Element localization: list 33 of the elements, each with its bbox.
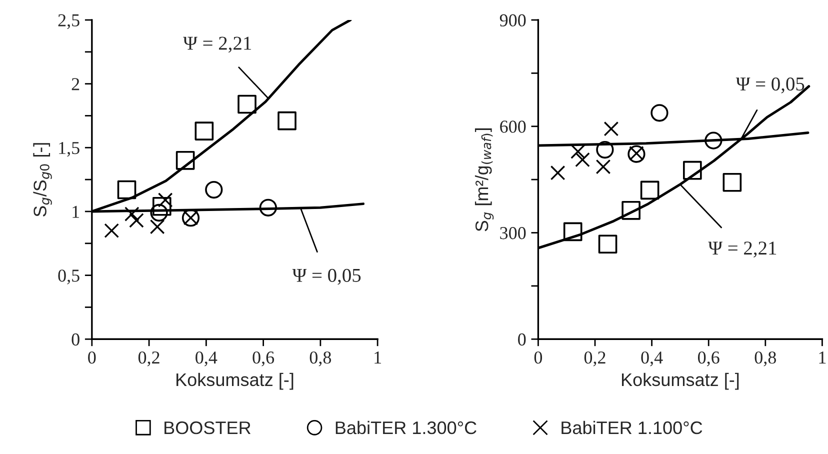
x-axis-title: Koksumsatz [-] xyxy=(622,372,739,390)
x-tick-label: 0,4 xyxy=(196,351,218,366)
y-tick-label: 0 xyxy=(72,333,80,346)
x-tick-label: 0 xyxy=(88,351,96,364)
x-tick-label: 0,8 xyxy=(310,351,332,366)
x-tick-label: 0,6 xyxy=(252,351,274,366)
x-tick-label: 0,6 xyxy=(698,351,720,366)
x-tick-label: 1 xyxy=(374,352,381,364)
x-tick-label: 0,2 xyxy=(584,351,606,366)
y-tick-label: 0 xyxy=(518,333,526,346)
y-tick-label: 2,5 xyxy=(58,14,80,30)
y-axis-title: S$_{g}$/S$_{g0}$ [-] xyxy=(33,143,52,217)
legend-label: BOOSTER xyxy=(164,421,251,434)
y-axis-title: S$_{g}$ [m²/g$_{(waf)}$] xyxy=(474,128,494,232)
annotation: Ψ = 0,05 xyxy=(736,77,804,94)
x-tick-label: 0,4 xyxy=(641,351,663,366)
annotation: Ψ = 0,05 xyxy=(292,268,361,285)
x-tick-label: 0,8 xyxy=(754,351,776,366)
y-tick-label: 2 xyxy=(72,78,80,90)
x-axis-title: Koksumsatz [-] xyxy=(176,372,294,390)
y-tick-label: 300 xyxy=(500,227,526,240)
y-tick-label: 0,5 xyxy=(58,270,80,284)
y-tick-label: 900 xyxy=(500,14,526,26)
y-tick-label: 1 xyxy=(72,206,80,218)
x-tick-label: 0 xyxy=(534,351,542,364)
annotation: Ψ = 2,21 xyxy=(708,242,776,258)
x-tick-label: 0,2 xyxy=(138,351,160,366)
x-tick-label: 1 xyxy=(819,352,826,364)
legend-label: BabiTER 1.100°C xyxy=(562,420,702,434)
y-tick-label: 600 xyxy=(500,120,526,133)
legend-label: BabiTER 1.300°C xyxy=(336,420,476,434)
y-tick-label: 1,5 xyxy=(59,142,80,157)
annotation: Ψ = 2,21 xyxy=(183,36,251,53)
